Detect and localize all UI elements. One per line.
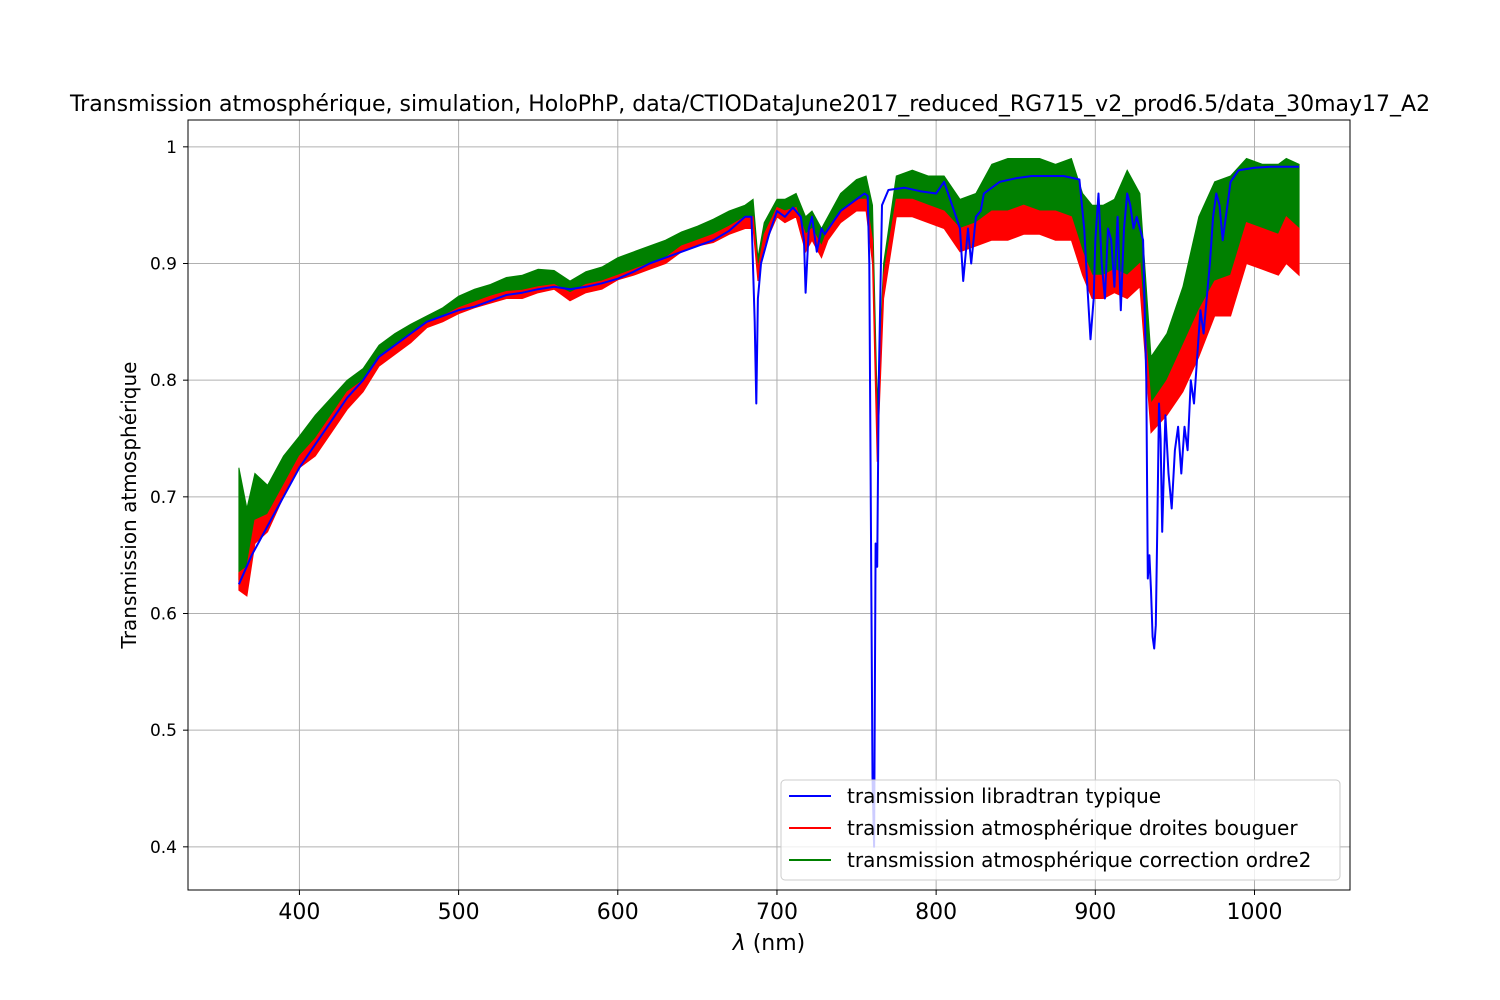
- legend-label: transmission libradtran typique: [847, 784, 1161, 808]
- y-tick-label: 0.7: [150, 488, 177, 508]
- axis-ticks: 400 500 600 700 800 900 1000 0.4 0.5 0.6 0.7 0.8 0.9…: [150, 138, 1283, 925]
- legend-label: transmission atmosphérique correction or…: [847, 848, 1311, 872]
- chart-title: Transmission atmosphérique, simulation, …: [69, 92, 1430, 117]
- legend-box: [780, 779, 1341, 881]
- y-tick-label: 0.5: [150, 721, 177, 741]
- x-tick-label: 800: [915, 900, 957, 925]
- series-band: [238, 157, 1300, 581]
- x-tick-label: 900: [1074, 900, 1116, 925]
- y-axis-label: Transmission atmosphérique: [117, 362, 141, 650]
- x-tick-label: 500: [438, 900, 480, 925]
- series-band: [238, 198, 1300, 597]
- x-tick-label: 1000: [1226, 900, 1282, 925]
- series-line: [237, 165, 1300, 848]
- plot-frame: [187, 119, 1351, 891]
- x-tick-label: 600: [597, 900, 639, 925]
- legend-label: transmission atmosphérique droites bougu…: [847, 816, 1298, 840]
- x-axis-label: λ (nm): [732, 931, 806, 956]
- legend: transmission libradtran typique transmiss…: [780, 779, 1341, 881]
- y-tick-label: 0.9: [150, 255, 177, 275]
- x-axis-label-unit: (nm): [746, 931, 806, 956]
- y-tick-label: 0.8: [150, 371, 177, 391]
- plot-series: [237, 157, 1300, 848]
- x-tick-label: 400: [278, 900, 320, 925]
- x-tick-label: 700: [756, 900, 798, 925]
- y-tick-label: 0.6: [150, 605, 177, 625]
- y-tick-label: 1: [166, 138, 177, 158]
- y-tick-label: 0.4: [150, 838, 177, 858]
- x-axis-label-symbol: λ: [732, 931, 746, 956]
